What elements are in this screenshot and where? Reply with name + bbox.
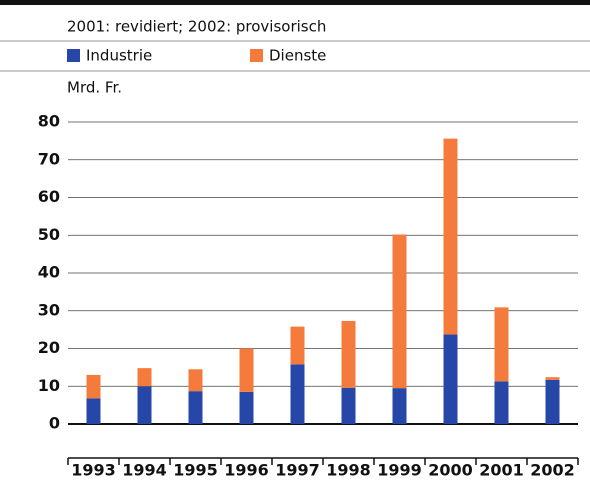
bar-segment bbox=[188, 369, 203, 392]
x-tick-label: 1996 bbox=[224, 461, 269, 480]
bar-segment bbox=[392, 234, 407, 389]
bar-segment bbox=[494, 381, 509, 424]
bar-segment bbox=[494, 307, 509, 382]
bar-segment bbox=[545, 379, 560, 424]
bar-segment bbox=[188, 391, 203, 424]
bar-segment bbox=[392, 388, 407, 424]
y-tick-label: 30 bbox=[38, 300, 60, 319]
legend-label: Industrie bbox=[86, 47, 152, 65]
bar-segment bbox=[86, 398, 101, 424]
y-tick-label: 40 bbox=[38, 263, 60, 282]
note: 2001: revidiert; 2002: provisorisch bbox=[67, 18, 326, 36]
x-tick-label: 1999 bbox=[377, 461, 422, 480]
x-tick-label: 1995 bbox=[173, 461, 218, 480]
bar-segment bbox=[137, 368, 152, 387]
bar-segment bbox=[443, 334, 458, 424]
y-tick-label: 50 bbox=[38, 225, 60, 244]
y-tick-label: 70 bbox=[38, 149, 60, 168]
x-tick-label: 1997 bbox=[275, 461, 320, 480]
bar-segment bbox=[545, 377, 560, 380]
bar-segment bbox=[239, 391, 254, 424]
legend-label: Dienste bbox=[269, 47, 326, 65]
top-rule bbox=[0, 0, 590, 5]
y-tick-label: 20 bbox=[38, 338, 60, 357]
bar-segment bbox=[443, 138, 458, 335]
x-tick-label: 1994 bbox=[122, 461, 167, 480]
y-tick-label: 60 bbox=[38, 187, 60, 206]
bar-segment bbox=[341, 320, 356, 388]
bar-segment bbox=[290, 364, 305, 424]
bar-segment bbox=[137, 386, 152, 424]
x-tick-label: 2002 bbox=[530, 461, 575, 480]
bar-segment bbox=[86, 374, 101, 399]
bar-segment bbox=[290, 326, 305, 365]
y-tick-label: 80 bbox=[38, 112, 60, 131]
x-tick-label: 1998 bbox=[326, 461, 371, 480]
legend-swatch bbox=[250, 49, 263, 62]
x-tick-label: 1993 bbox=[71, 461, 116, 480]
y-axis-label: Mrd. Fr. bbox=[67, 79, 122, 97]
bar-segment bbox=[341, 387, 356, 424]
y-tick-label: 0 bbox=[49, 414, 60, 433]
legend-swatch bbox=[67, 49, 80, 62]
bar-segment bbox=[239, 348, 254, 392]
y-tick-label: 10 bbox=[38, 376, 60, 395]
x-tick-label: 2001 bbox=[479, 461, 524, 480]
x-tick-label: 2000 bbox=[428, 461, 473, 480]
